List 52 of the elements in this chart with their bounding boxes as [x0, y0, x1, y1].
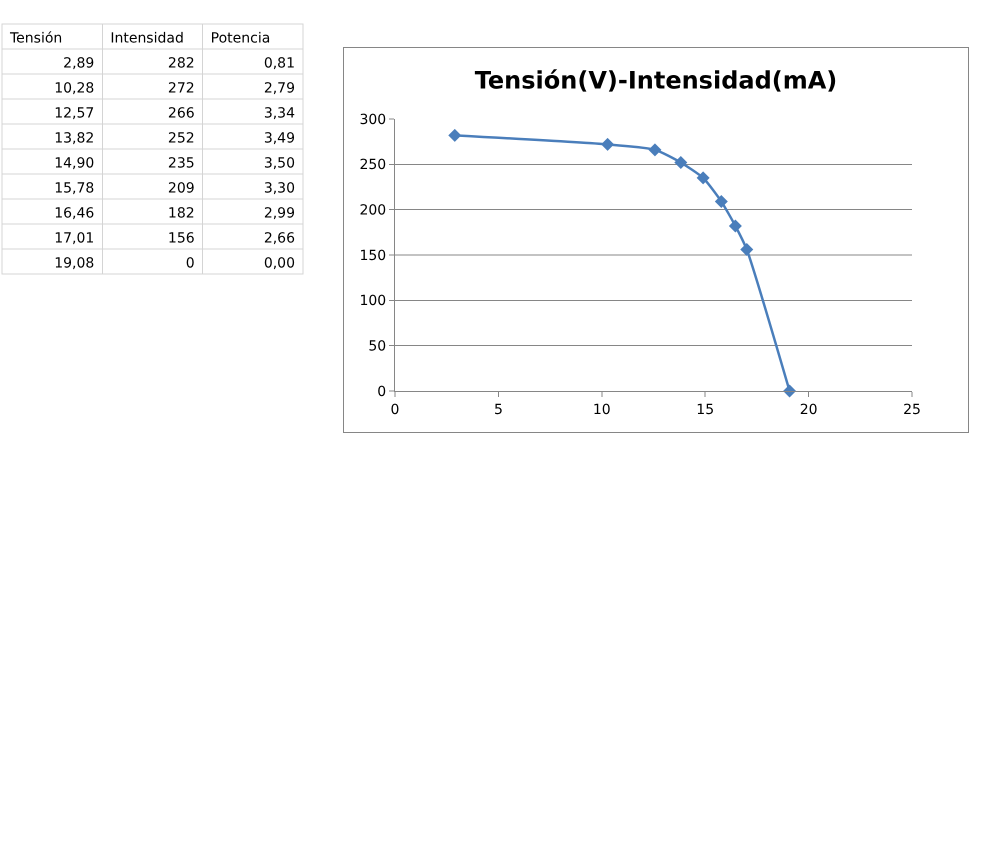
x-tick-label: 20	[800, 402, 818, 418]
point	[448, 128, 462, 142]
point	[714, 195, 728, 208]
point	[601, 138, 614, 151]
text: 3,30	[264, 180, 295, 196]
text: 0,00	[264, 256, 295, 272]
x-tick-label: 15	[696, 402, 714, 418]
y-tick-label: 250	[359, 157, 386, 174]
y-tick-label: 200	[359, 202, 386, 219]
text: 235	[168, 156, 195, 172]
text: 3,34	[264, 106, 295, 122]
y-tick-label: 150	[359, 248, 386, 264]
category-label: Potencia	[210, 30, 270, 46]
category-label: Tensión	[9, 30, 62, 46]
text: 12,57	[54, 106, 94, 122]
text: 156	[168, 230, 195, 246]
text: 182	[168, 206, 195, 222]
text: 3,50	[264, 156, 295, 172]
text: 17,01	[54, 230, 94, 246]
text: 209	[168, 180, 195, 196]
text: 272	[168, 80, 195, 96]
point	[648, 143, 662, 156]
text: 15,78	[54, 180, 94, 196]
text: 16,46	[54, 206, 94, 222]
x-tick-label: 10	[592, 402, 611, 418]
point	[740, 243, 754, 256]
text: 3,49	[264, 130, 295, 146]
x-tick-label: 0	[390, 402, 400, 418]
x-tick-label: 5	[494, 402, 503, 418]
y-tick-label: 300	[359, 112, 386, 128]
y-tick-label: 50	[368, 338, 386, 355]
text: 282	[168, 56, 195, 72]
chart-title: Tensión(V)-Intensidad(mA)	[474, 66, 838, 95]
point	[696, 171, 710, 184]
y-tick-label: 0	[377, 384, 386, 400]
category-label: Intensidad	[110, 30, 184, 46]
text: 2,99	[264, 206, 295, 222]
text: 0,81	[264, 56, 295, 72]
text: 19,08	[54, 256, 94, 272]
text: 10,28	[54, 80, 94, 96]
text: 14,90	[54, 156, 94, 172]
point	[728, 219, 742, 232]
point	[674, 156, 688, 170]
x-tick-label: 25	[903, 402, 921, 418]
text: 2,79	[264, 80, 295, 96]
text: 266	[168, 106, 195, 122]
y-tick-label: 100	[359, 293, 386, 310]
text: 2,89	[63, 56, 94, 72]
text: 2,66	[264, 230, 295, 246]
text: 252	[168, 130, 195, 146]
text: 13,82	[54, 130, 94, 146]
text: 0	[186, 256, 195, 272]
